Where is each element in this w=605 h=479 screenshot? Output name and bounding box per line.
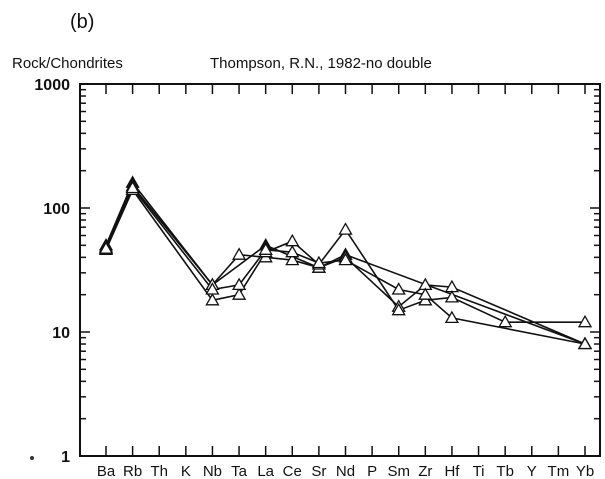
y-tick-label: 1000 xyxy=(34,77,70,94)
x-tick-label-sr: Sr xyxy=(311,463,326,479)
panel-label: (b) xyxy=(70,11,94,33)
series-3-point-nd xyxy=(338,222,353,235)
y-tick-label: 100 xyxy=(43,201,70,218)
series-3-point-nb xyxy=(205,292,220,306)
series-3-point-hf xyxy=(444,290,460,303)
y-axis-label: Rock/Chondrites xyxy=(12,55,123,72)
x-tick-label-sm: Sm xyxy=(387,463,410,479)
stray-dot xyxy=(30,456,34,460)
x-axis: Ba Rb Th K Nb Ta La Ce Sr Nd P Sm Zr Hf Ti Tb Y Tm Yb xyxy=(97,84,594,479)
series-4-point-la xyxy=(258,242,273,255)
x-tick-label-ti: Ti xyxy=(473,463,485,479)
x-tick-label-p: P xyxy=(367,463,377,479)
series-4-point-ta xyxy=(231,277,247,291)
x-tick-label-ta: Ta xyxy=(231,463,248,479)
series-4-point-yb xyxy=(577,336,593,350)
x-tick-label-tm: Tm xyxy=(548,463,570,479)
x-tick-label-tb: Tb xyxy=(496,463,514,479)
series-4-point-rb xyxy=(125,180,140,194)
series-4-point-ce xyxy=(285,244,300,258)
y-tick-label: 10 xyxy=(52,325,70,342)
series-layer xyxy=(98,175,593,350)
series-line-4 xyxy=(105,186,586,345)
series-3-point-ce xyxy=(285,233,300,247)
series-4-point-nb xyxy=(205,282,220,295)
x-tick-label-nd: Nd xyxy=(336,463,355,479)
x-tick-label-yb: Yb xyxy=(576,463,594,479)
x-tick-label-la: La xyxy=(257,463,274,479)
x-tick-label-ce: Ce xyxy=(283,463,302,479)
y-tick-label: 1 xyxy=(61,449,70,466)
series-4-point-sm xyxy=(391,282,406,295)
series-4-point-hf xyxy=(444,310,460,324)
x-tick-label-hf: Hf xyxy=(444,463,460,479)
series-line-2 xyxy=(105,184,586,345)
series-3-point-tb xyxy=(498,314,513,328)
series-3-point-sm xyxy=(391,302,406,316)
x-tick-label-y: Y xyxy=(527,463,537,479)
x-tick-label-k: K xyxy=(181,463,191,479)
x-tick-label-th: Th xyxy=(150,463,168,479)
series-2-point-ta xyxy=(231,247,247,260)
chart-title: Thompson, R.N., 1982-no double xyxy=(210,55,432,72)
series-3-point-ta xyxy=(231,287,247,300)
series-4-point-sr xyxy=(311,255,327,269)
series-3-point-yb xyxy=(577,314,593,328)
series-4-point-ba xyxy=(98,241,114,254)
series-4-point-nd xyxy=(338,252,353,266)
series-2-point-ce xyxy=(285,252,300,266)
y-axis: 1 10 100 1000 xyxy=(34,77,600,466)
x-tick-label-ba: Ba xyxy=(97,463,116,479)
x-tick-label-zr: Zr xyxy=(418,463,432,479)
plot-frame xyxy=(79,83,601,457)
series-4-point-zr xyxy=(418,287,433,300)
x-tick-label-nb: Nb xyxy=(203,463,222,479)
x-tick-label-rb: Rb xyxy=(123,463,142,479)
